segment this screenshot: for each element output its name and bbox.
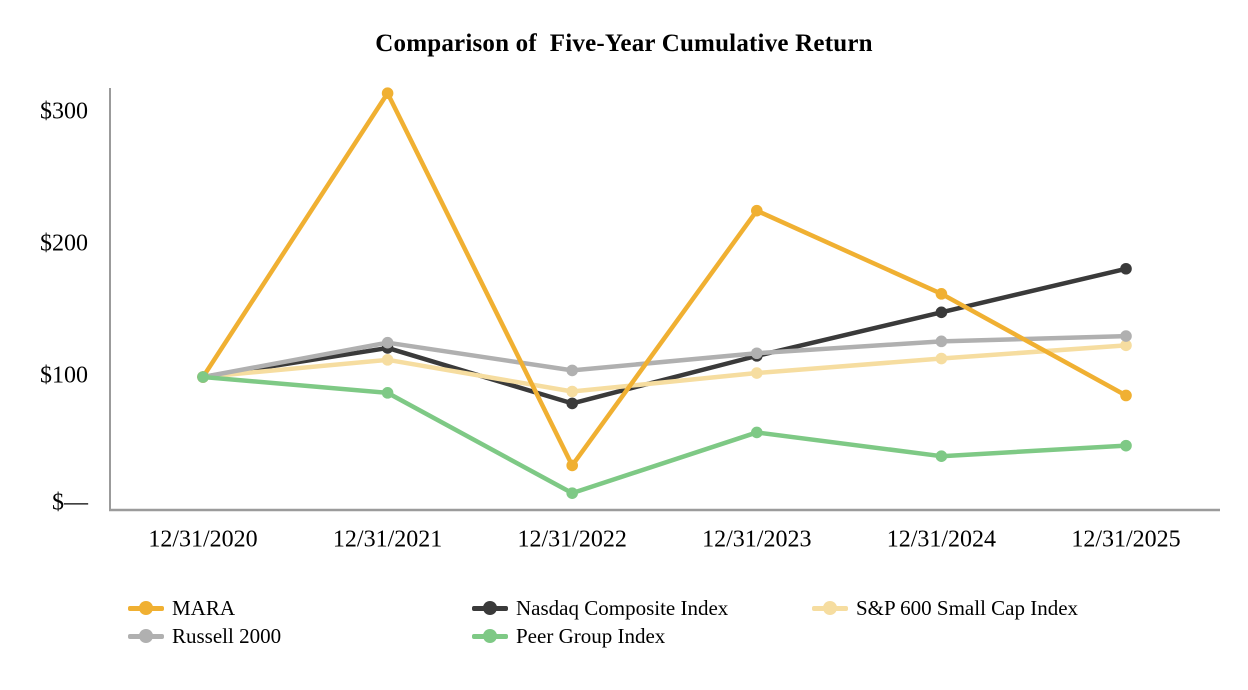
legend-line	[812, 606, 848, 611]
y-tick-label: $200	[40, 231, 88, 257]
series-point-Russell 2000	[381, 336, 394, 349]
series-point-Peer Group Index	[381, 387, 394, 399]
legend-line	[128, 634, 164, 639]
series-line-Nasdaq Composite Index	[200, 266, 1129, 406]
legend-line-dot-icon	[128, 624, 164, 648]
legend-dot	[483, 629, 497, 643]
series-point-Peer Group Index	[1120, 439, 1132, 452]
series-line-Russell 2000	[200, 333, 1129, 380]
y-tick-label: $300	[40, 99, 88, 125]
legend-dot	[823, 601, 837, 615]
legend-line	[472, 634, 508, 639]
series-point-Russell 2000	[1120, 330, 1132, 342]
series-point-MARA	[751, 204, 763, 217]
legend-line-dot-icon	[128, 596, 164, 620]
x-tick-label: 12/31/2024	[887, 527, 996, 553]
series-point-Peer Group Index	[935, 450, 948, 463]
legend-label: S&P 600 Small Cap Index	[856, 595, 1079, 620]
legend-line-dot-icon	[812, 596, 848, 620]
series-point-Nasdaq Composite Index	[1120, 262, 1132, 275]
cumulative-return-line-chart: $— $100 $200 $300 12/31/2020 12/31/2021 12/31/…	[40, 87, 1220, 553]
series-point-MARA	[935, 288, 948, 300]
x-tick-label: 12/31/2022	[518, 527, 627, 553]
x-tick-label: 12/31/2020	[148, 527, 257, 553]
x-tick-label: 12/31/2025	[1071, 527, 1180, 553]
legend-label: Nasdaq Composite Index	[516, 595, 729, 620]
legend-line-dot-icon	[472, 596, 508, 620]
legend-item-Russell 2000: Russell 2000	[128, 624, 281, 648]
series-line-MARA	[200, 90, 1129, 468]
series-point-S&P 600 Small Cap Index	[381, 354, 394, 366]
x-tick-label: 12/31/2021	[333, 527, 442, 553]
series-point-S&P 600 Small Cap Index	[566, 385, 578, 398]
legend-label: Peer Group Index	[516, 623, 666, 648]
legend-label: Russell 2000	[172, 623, 282, 648]
legend-dot	[483, 601, 497, 615]
series-point-S&P 600 Small Cap Index	[751, 367, 763, 379]
y-tick-label: $100	[40, 363, 88, 389]
legend-item-MARA: MARA	[128, 596, 235, 620]
series-line-Peer Group Index	[200, 374, 1129, 496]
legend-label: MARA	[172, 595, 236, 620]
series-point-Russell 2000	[935, 335, 948, 348]
series-point-Peer Group Index	[197, 371, 209, 383]
series-point-MARA	[566, 459, 578, 472]
legend-line	[472, 606, 508, 611]
series-point-Peer Group Index	[751, 426, 763, 439]
series-point-Nasdaq Composite Index	[566, 397, 578, 410]
series-point-Peer Group Index	[566, 487, 578, 499]
legend-item-Nasdaq Composite Index: Nasdaq Composite Index	[472, 596, 728, 620]
series-line-S&P 600 Small Cap Index	[200, 343, 1129, 394]
chart-title: Comparison of Five-Year Cumulative Retur…	[375, 30, 873, 57]
series-point-Russell 2000	[751, 347, 763, 360]
series-point-Russell 2000	[566, 364, 578, 377]
series-point-MARA	[1120, 389, 1132, 402]
legend-item-S&P 600 Small Cap Index: S&P 600 Small Cap Index	[812, 596, 1078, 620]
y-tick-label: $—	[52, 490, 89, 516]
legend-dot	[139, 629, 153, 643]
legend-item-Peer Group Index: Peer Group Index	[472, 624, 665, 648]
x-tick-label: 12/31/2023	[702, 527, 811, 553]
legend-line	[128, 606, 164, 611]
series-point-S&P 600 Small Cap Index	[935, 352, 948, 365]
series-point-S&P 600 Small Cap Index	[1120, 339, 1132, 352]
series-point-MARA	[381, 87, 394, 99]
legend-line-dot-icon	[472, 624, 508, 648]
legend-dot	[139, 601, 153, 615]
series-point-Nasdaq Composite Index	[935, 306, 948, 319]
